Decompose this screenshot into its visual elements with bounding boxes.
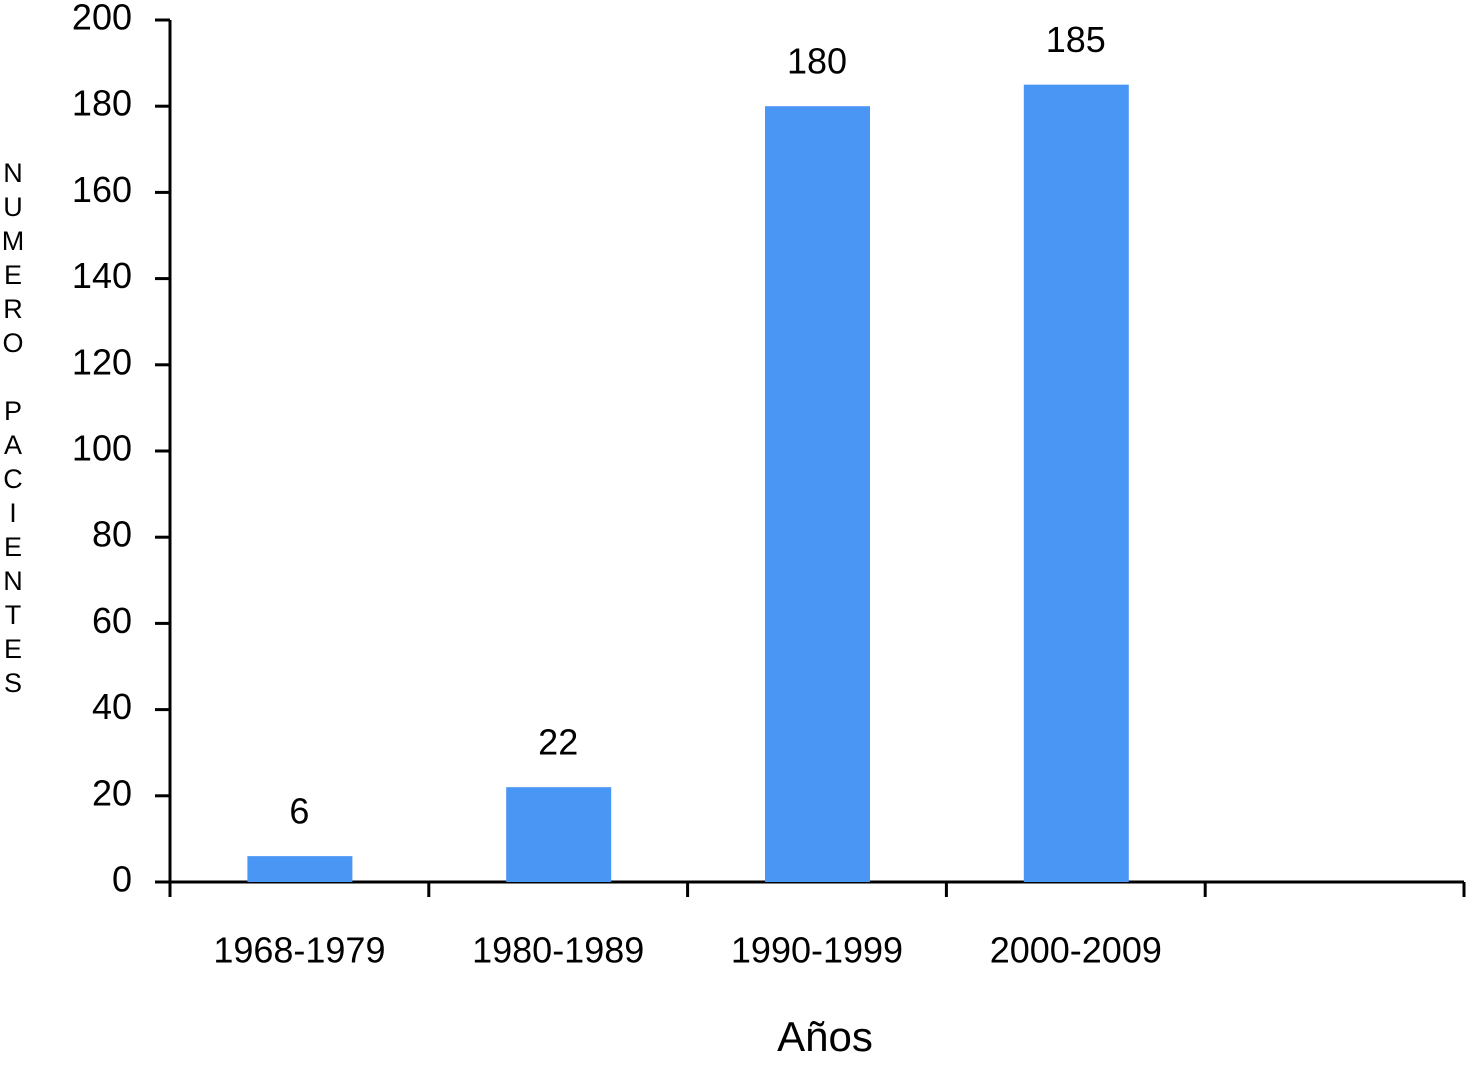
- x-tick-label: 1980-1989: [472, 930, 644, 971]
- data-label: 6: [289, 791, 309, 832]
- y-tick-label: 200: [72, 0, 132, 38]
- y-tick-label: 60: [92, 600, 132, 641]
- y-tick-label: 120: [72, 341, 132, 382]
- x-tick-label: 1990-1999: [731, 930, 903, 971]
- y-tick-label: 40: [92, 686, 132, 727]
- data-label: 180: [787, 41, 847, 82]
- x-axis-label: Años: [777, 1013, 873, 1060]
- bar: [247, 856, 353, 882]
- bar: [1023, 84, 1129, 882]
- y-tick-label: 100: [72, 428, 132, 469]
- y-tick-label: 0: [112, 859, 132, 900]
- x-tick-label: 2000-2009: [990, 930, 1162, 971]
- bar: [506, 787, 612, 882]
- y-tick-label: 140: [72, 255, 132, 296]
- x-tick-label: 1968-1979: [213, 930, 385, 971]
- data-label: 22: [538, 722, 578, 763]
- y-axis-label: NUMERO PACIENTES: [0, 158, 28, 702]
- bar: [765, 106, 870, 882]
- y-tick-label: 160: [72, 169, 132, 210]
- data-label: 185: [1046, 19, 1106, 60]
- y-tick-label: 180: [72, 83, 132, 124]
- y-tick-label: 80: [92, 514, 132, 555]
- y-tick-label: 20: [92, 772, 132, 813]
